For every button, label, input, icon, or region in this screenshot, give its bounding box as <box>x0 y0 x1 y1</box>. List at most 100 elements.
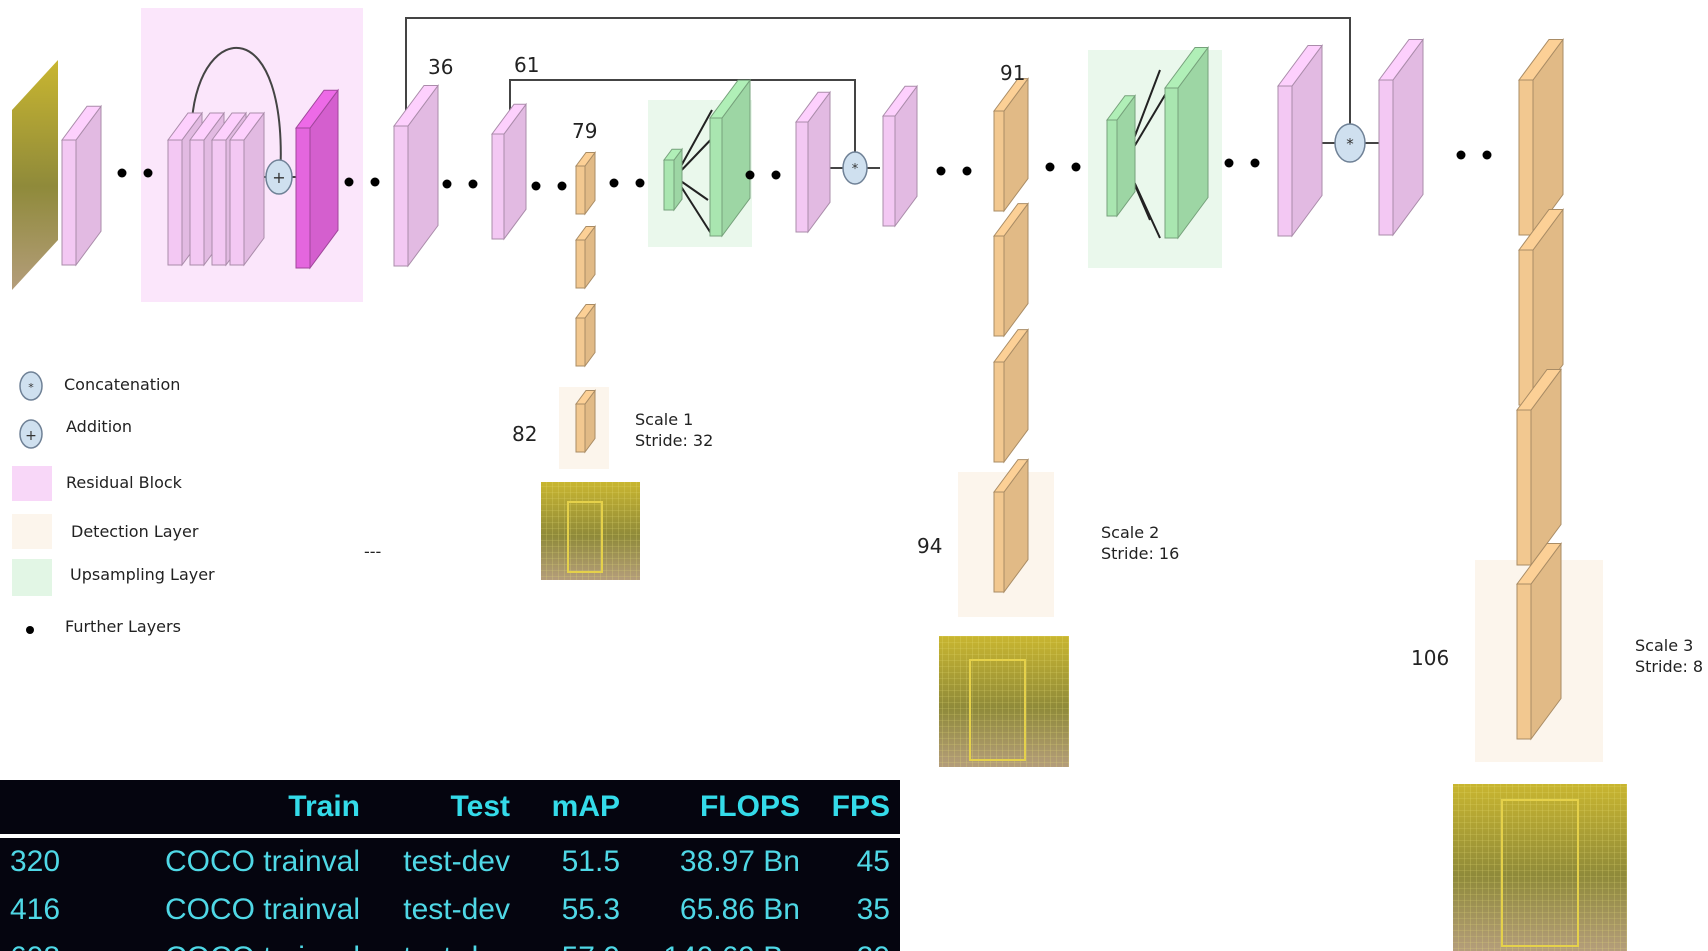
layer-label-91: 91 <box>1000 61 1025 85</box>
cell-flops: 65.86 Bn <box>679 893 800 926</box>
further-layers-dot <box>370 177 380 187</box>
svg-text:*: * <box>28 381 34 394</box>
concatenation-icon: * <box>842 151 868 185</box>
detection-layer-block <box>993 458 1029 594</box>
header-train: Train <box>70 780 370 838</box>
residual-layer-block <box>1378 37 1424 237</box>
scale-2-name: Scale 2 <box>1101 523 1159 542</box>
table-row: 608 COCO trainval test-dev 57.9 140.69 B… <box>0 934 900 951</box>
cell-test: test-dev <box>403 845 510 878</box>
further-layers-dot <box>962 166 972 176</box>
upsampling-layer-block <box>663 147 683 212</box>
scale-2-stride: Stride: 16 <box>1101 544 1179 563</box>
addition-icon: + <box>265 159 293 195</box>
cell-test: test-dev <box>370 934 520 951</box>
header-flops: FLOPS <box>630 780 810 838</box>
residual-layer-block <box>229 111 265 267</box>
table-row: 416 COCO trainval test-dev 55.3 65.86 Bn… <box>0 886 900 934</box>
detection-layer-block <box>1516 541 1562 741</box>
cell-fps: 20 <box>810 934 900 951</box>
layer-label-82: 82 <box>512 422 537 446</box>
scale-3-name: Scale 3 <box>1635 636 1693 655</box>
cell-fps: 35 <box>856 893 890 926</box>
legend-label-detection-layer: Detection Layer <box>71 522 199 541</box>
cell-map: 55.3 <box>561 893 620 926</box>
further-layers-dot <box>344 177 354 187</box>
legend-label-addition: Addition <box>66 417 132 436</box>
layer-label-94: 94 <box>917 534 942 558</box>
residual-layer-block <box>795 90 831 234</box>
dash-mark: --- <box>364 542 381 561</box>
detection-layer-block <box>993 202 1029 338</box>
detection-layer-block <box>575 224 596 290</box>
table-row: 320 COCO trainval test-dev 51.5 38.97 Bn… <box>0 836 900 886</box>
cell-map: 51.5 <box>561 845 620 878</box>
further-layers-dot <box>1250 158 1260 168</box>
further-layers-dot <box>117 168 127 178</box>
svg-text:*: * <box>852 162 859 177</box>
legend-label-residual-block: Residual Block <box>66 473 183 492</box>
table-header-row: Train Test mAP FLOPS FPS <box>0 780 900 838</box>
skip-connection-long <box>405 17 1351 132</box>
layer-label-36: 36 <box>428 55 453 79</box>
residual-layer-block <box>491 102 527 241</box>
further-layers-dot <box>143 168 153 178</box>
header-model <box>0 780 70 838</box>
detection-output-image-2 <box>939 636 1069 767</box>
detection-layer-swatch <box>12 514 52 549</box>
upsampling-spread-2 <box>1124 69 1169 239</box>
upsampling-layer-swatch <box>12 559 52 596</box>
further-layers-dot <box>1045 162 1055 172</box>
detection-layer-block <box>1518 37 1564 237</box>
detection-output-image-3 <box>1453 784 1627 951</box>
cell-flops: 38.97 Bn <box>679 845 800 878</box>
detection-layer-block <box>575 388 596 454</box>
upsampling-layer-block <box>1106 94 1136 218</box>
detection-layer-block <box>1516 367 1562 567</box>
svg-text:+: + <box>272 168 285 187</box>
detection-layer-block <box>1518 207 1564 407</box>
residual-layer-block <box>61 104 102 267</box>
concatenation-icon: * <box>1334 123 1366 163</box>
cell-flops: 140.69 Bn <box>630 934 810 951</box>
residual-layer-block <box>295 88 339 270</box>
upsampling-layer-block <box>1164 45 1209 240</box>
detection-output-image-1 <box>541 482 640 580</box>
legend-label-upsampling-layer: Upsampling Layer <box>70 565 215 584</box>
further-layers-dot <box>771 170 781 180</box>
scale-1-name: Scale 1 <box>635 410 693 429</box>
upsampling-spread-1 <box>674 109 721 236</box>
header-map: mAP <box>520 780 630 838</box>
header-test: Test <box>370 780 520 838</box>
layer-label-61: 61 <box>514 53 539 77</box>
cell-train: COCO trainval <box>164 893 360 926</box>
cell-map: 57.9 <box>520 934 630 951</box>
legend-label-concatenation: Concatenation <box>64 375 180 394</box>
addition-icon: + <box>19 419 43 449</box>
further-layers-dot <box>26 626 34 634</box>
layer-label-79: 79 <box>572 119 597 143</box>
residual-layer-block <box>393 83 439 268</box>
header-fps: FPS <box>810 780 900 838</box>
results-table: Train Test mAP FLOPS FPS 320 COCO trainv… <box>0 780 900 951</box>
further-layers-dot <box>557 181 567 191</box>
concatenation-icon: * <box>19 371 43 401</box>
cell-train: COCO trainval <box>70 934 370 951</box>
legend-label-further-layers: Further Layers <box>65 617 181 636</box>
layer-label-106: 106 <box>1411 646 1449 670</box>
further-layers-dot <box>1224 158 1234 168</box>
further-layers-dot <box>745 170 755 180</box>
further-layers-dot <box>531 181 541 191</box>
cell-model: 608 <box>0 934 70 951</box>
skip-connection-short <box>509 79 856 160</box>
cell-model: 320 <box>10 845 61 878</box>
further-layers-dot <box>1071 162 1081 172</box>
cell-test: test-dev <box>403 893 510 926</box>
cell-fps: 45 <box>856 845 890 878</box>
input-image <box>12 60 58 290</box>
svg-text:*: * <box>1346 135 1354 153</box>
residual-arc <box>191 46 282 181</box>
residual-block-swatch <box>12 466 52 501</box>
further-layers-dot <box>442 179 452 189</box>
